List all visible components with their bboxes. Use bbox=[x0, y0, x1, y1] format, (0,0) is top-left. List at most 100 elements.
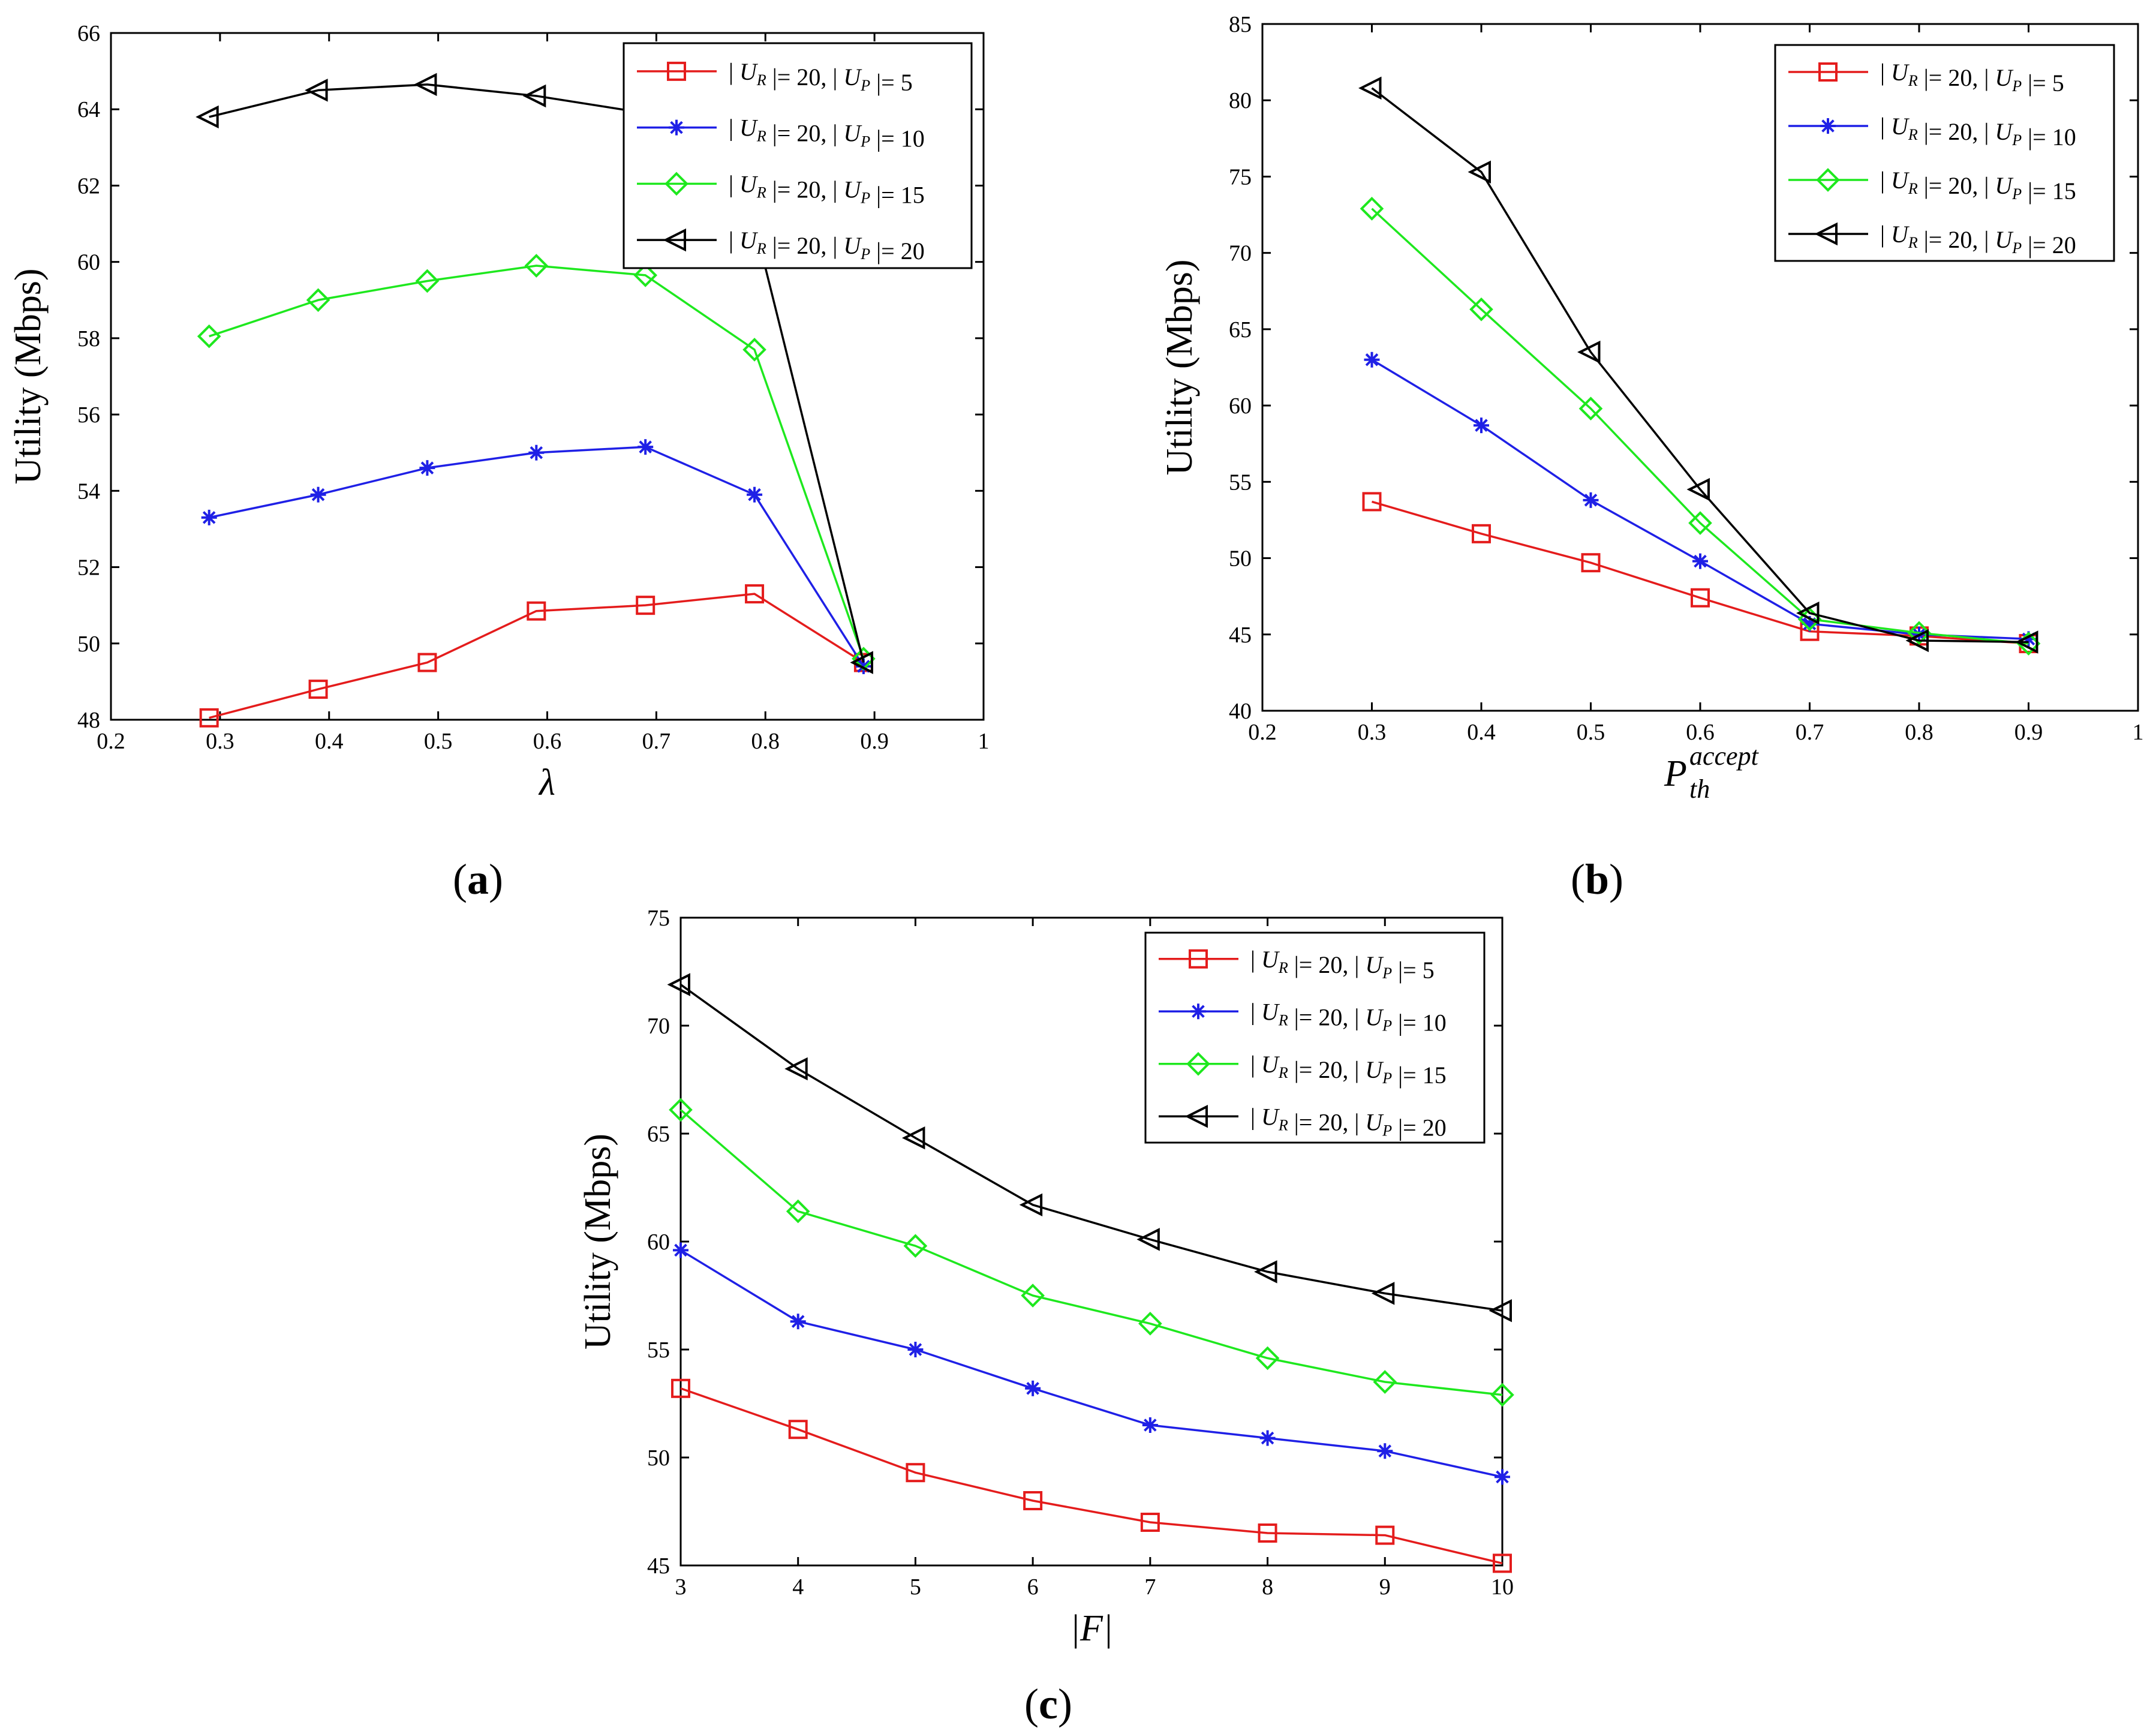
y-tick-label: 65 bbox=[1229, 317, 1252, 342]
data-point bbox=[201, 509, 217, 525]
data-point bbox=[747, 486, 763, 503]
x-tick-label: 9 bbox=[1379, 1574, 1391, 1600]
data-point bbox=[669, 1098, 693, 1122]
data-point bbox=[1495, 1469, 1510, 1485]
x-tick-label: 7 bbox=[1144, 1574, 1156, 1600]
data-point bbox=[1583, 492, 1599, 508]
data-point bbox=[1377, 1443, 1393, 1459]
data-point bbox=[308, 680, 328, 699]
x-tick-label: 1 bbox=[2133, 720, 2144, 745]
data-point bbox=[667, 973, 690, 996]
data-point bbox=[673, 1242, 688, 1258]
x-tick-label: 0.9 bbox=[2014, 720, 2043, 745]
data-point bbox=[1025, 1380, 1041, 1396]
y-tick-label: 55 bbox=[647, 1338, 670, 1363]
x-tick-label: 0.7 bbox=[642, 729, 671, 754]
chart-a: 0.2 0.3 0.4 0.5 0.6 0.7 0.8 0.9 1 48 50 52 54 56 58 60 6… bbox=[8, 21, 990, 903]
data-point bbox=[1254, 1260, 1277, 1284]
x-tick-label: 0.7 bbox=[1796, 720, 1824, 745]
y-axis-label: Utility (Mbps) bbox=[1159, 260, 1200, 476]
data-point bbox=[306, 288, 330, 312]
data-point bbox=[850, 651, 873, 674]
series-line bbox=[209, 593, 864, 719]
legend: | UR |= 20, | UP |= 5 | UR |= 20, | UP |=… bbox=[1144, 931, 1486, 1144]
x-axis-label-subscript: th bbox=[1689, 774, 1710, 804]
x-axis-label: P bbox=[1664, 753, 1687, 794]
series-3 bbox=[197, 254, 876, 671]
y-tick-label: 58 bbox=[77, 326, 100, 351]
data-point bbox=[790, 1314, 806, 1330]
x-axis-label: λ bbox=[538, 762, 555, 803]
data-point bbox=[1490, 1383, 1514, 1407]
square-marker bbox=[1189, 949, 1208, 969]
data-point bbox=[633, 263, 658, 287]
legend-label-1: | UR |= 20, | UP |= 10 bbox=[1880, 113, 2076, 151]
x-tick-label: 0.2 bbox=[1248, 720, 1277, 745]
data-point bbox=[1686, 477, 1710, 501]
data-point bbox=[415, 269, 440, 293]
data-point bbox=[1136, 1228, 1160, 1251]
star-marker bbox=[1190, 1003, 1206, 1020]
x-axis-label: |F| bbox=[1070, 1608, 1113, 1649]
legend-label-0: | UR |= 20, | UP |= 5 bbox=[729, 58, 913, 96]
diamond-marker bbox=[664, 172, 688, 196]
legend-label-1: | UR |= 20, | UP |= 10 bbox=[729, 115, 925, 152]
data-point bbox=[784, 1057, 808, 1081]
data-point bbox=[1142, 1417, 1158, 1433]
y-tick-label: 60 bbox=[77, 250, 100, 275]
data-point bbox=[1469, 297, 1493, 321]
data-point bbox=[1371, 1282, 1395, 1305]
data-point bbox=[1362, 492, 1382, 512]
data-point bbox=[310, 486, 326, 503]
y-tick-label: 75 bbox=[647, 906, 670, 931]
triangle-marker bbox=[1184, 1105, 1208, 1128]
legend-label-0: | UR |= 20, | UP |= 5 bbox=[1880, 59, 2064, 97]
y-tick-label: 50 bbox=[77, 632, 100, 657]
data-point bbox=[199, 708, 219, 728]
legend-label-3: | UR |= 20, | UP |= 20 bbox=[1250, 1103, 1447, 1141]
data-point bbox=[1019, 1193, 1043, 1217]
data-point bbox=[524, 254, 549, 278]
data-point bbox=[1364, 351, 1380, 368]
series-4 bbox=[1358, 76, 2038, 654]
legend-item: | UR |= 20, | UP |= 10 bbox=[637, 115, 925, 152]
data-point bbox=[907, 1342, 924, 1357]
legend-item: | UR |= 20, | UP |= 15 bbox=[637, 170, 925, 208]
series-2 bbox=[673, 1242, 1510, 1485]
x-tick-label: 4 bbox=[792, 1574, 804, 1600]
series-4 bbox=[667, 973, 1512, 1323]
star-marker bbox=[669, 119, 684, 136]
data-point bbox=[1259, 1430, 1276, 1446]
data-point bbox=[1023, 1491, 1043, 1510]
panel-caption: (a) bbox=[453, 855, 503, 903]
data-point bbox=[417, 653, 437, 672]
series-line bbox=[680, 1387, 1503, 1565]
series-line bbox=[209, 265, 865, 659]
diamond-marker bbox=[1186, 1051, 1210, 1076]
x-tick-label: 0.3 bbox=[1358, 720, 1387, 745]
y-tick-label: 65 bbox=[647, 1122, 670, 1147]
legend-item: | UR |= 20, | UP |= 5 bbox=[1788, 59, 2064, 97]
data-point bbox=[1581, 553, 1601, 573]
data-point bbox=[1373, 1370, 1397, 1394]
series-3 bbox=[669, 1098, 1514, 1407]
x-tick-label: 1 bbox=[978, 729, 990, 754]
data-point bbox=[786, 1199, 810, 1224]
x-tick-label: 0.8 bbox=[751, 729, 780, 754]
y-tick-label: 45 bbox=[647, 1553, 670, 1579]
legend-item: | UR |= 20, | UP |= 5 bbox=[1159, 946, 1435, 984]
chart-b: 0.2 0.3 0.4 0.5 0.6 0.7 0.8 0.9 1 40 45 50 55 60 65 70 7… bbox=[1159, 12, 2144, 903]
y-tick-label: 64 bbox=[77, 97, 100, 122]
y-tick-label: 45 bbox=[1229, 623, 1252, 648]
series-line bbox=[679, 1109, 1503, 1396]
x-tick-label: 0.3 bbox=[206, 729, 234, 754]
legend: | UR |= 20, | UP |= 5 | UR |= 20, | UP |=… bbox=[1774, 44, 2115, 262]
legend-label-2: | UR |= 20, | UP |= 15 bbox=[1250, 1051, 1447, 1089]
data-point bbox=[788, 1420, 808, 1440]
legend-label-1: | UR |= 20, | UP |= 10 bbox=[1250, 998, 1447, 1036]
legend-label-3: | UR |= 20, | UP |= 20 bbox=[1880, 221, 2076, 259]
data-point bbox=[903, 1234, 928, 1258]
triangle-marker bbox=[1814, 222, 1838, 246]
data-point bbox=[1474, 417, 1489, 434]
x-tick-label: 5 bbox=[910, 1574, 921, 1600]
